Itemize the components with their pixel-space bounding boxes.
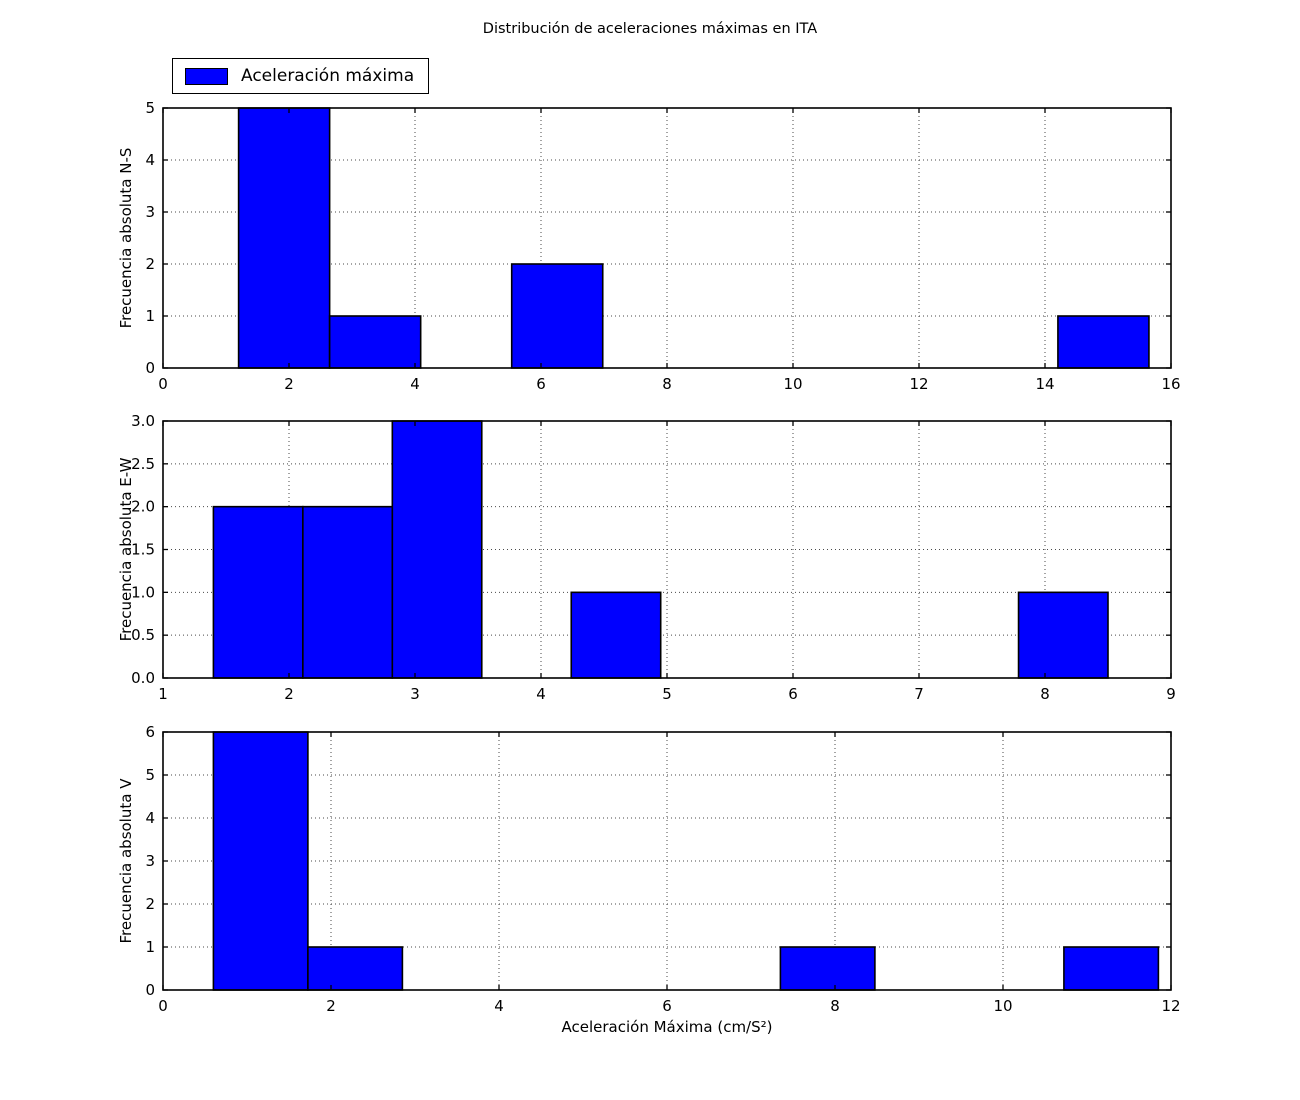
x-tick-label: 16 [1161,375,1180,393]
x-tick-label: 3 [410,685,420,703]
histogram-bar [212,731,309,991]
y-tick-label: 3 [145,852,155,870]
histogram-bar [391,420,483,679]
x-tick-label: 9 [1166,685,1176,703]
y-tick-label: 1.0 [131,583,155,601]
x-tick-label: 8 [1040,685,1050,703]
y-tick-label: 0.5 [131,626,155,644]
x-tick-label: 8 [830,997,840,1015]
x-tick-label: 1 [158,685,168,703]
y-axis-label: Frecuencia absoluta N-S [117,148,135,329]
histogram-bar [307,946,404,991]
y-tick-label: 4 [145,151,155,169]
x-tick-label: 4 [494,997,504,1015]
x-tick-label: 14 [1035,375,1054,393]
y-tick-label: 4 [145,809,155,827]
x-tick-label: 2 [284,375,294,393]
y-tick-label: 1 [145,307,155,325]
x-tick-label: 12 [1161,997,1180,1015]
x-tick-label: 6 [536,375,546,393]
x-tick-label: 2 [326,997,336,1015]
y-tick-label: 6 [145,723,155,741]
x-tick-label: 6 [788,685,798,703]
histogram-bar [212,505,304,679]
y-tick-label: 2.0 [131,498,155,516]
y-tick-label: 2 [145,255,155,273]
y-tick-label: 0 [145,359,155,377]
histogram-bar [1063,946,1160,991]
x-tick-label: 7 [914,685,924,703]
subplot-e-w: 1 2 3 4 5 6 7 8 9 0.0 0.5 1.0 1.5 2.0 2.5 3.0 Frecuencia… [117,412,1176,703]
x-tick-label: 2 [284,685,294,703]
x-tick-label: 4 [536,685,546,703]
histogram-bar [302,505,394,679]
legend-label: Aceleración máxima [241,66,415,86]
y-tick-label: 2 [145,895,155,913]
y-tick-label: 0.0 [131,669,155,687]
y-tick-label: 1.5 [131,541,155,559]
histogram-bar [328,315,422,369]
histogram-bar [1017,591,1109,679]
legend: Aceleración máxima [172,58,430,94]
histogram-bar [1057,315,1150,369]
histogram-bar [570,591,662,679]
y-tick-label: 2.5 [131,455,155,473]
x-tick-label: 5 [662,685,672,703]
x-tick-label: 6 [662,997,672,1015]
histogram-bar [779,946,876,991]
y-tick-label: 3.0 [131,412,155,430]
x-tick-label: 10 [783,375,802,393]
y-axis-label: Frecuencia absoluta E-W [117,457,135,641]
y-tick-label: 0 [145,981,155,999]
y-tick-label: 5 [145,99,155,117]
x-tick-label: 12 [909,375,928,393]
histogram-bar [237,107,331,369]
x-tick-label: 0 [158,997,168,1015]
x-tick-label: 0 [158,375,168,393]
y-tick-label: 3 [145,203,155,221]
legend-swatch-icon [185,67,228,85]
y-axis-label: Frecuencia absoluta V [117,778,135,944]
y-tick-label: 1 [145,938,155,956]
x-tick-label: 8 [662,375,672,393]
histogram-bar [510,263,604,369]
y-tick-label: 5 [145,766,155,784]
chart-title: Distribución de aceleraciones máximas en… [482,21,818,37]
x-axis-label: Aceleración Máxima (cm/S²) [561,1018,773,1036]
x-tick-label: 10 [993,997,1012,1015]
x-tick-label: 4 [410,375,420,393]
